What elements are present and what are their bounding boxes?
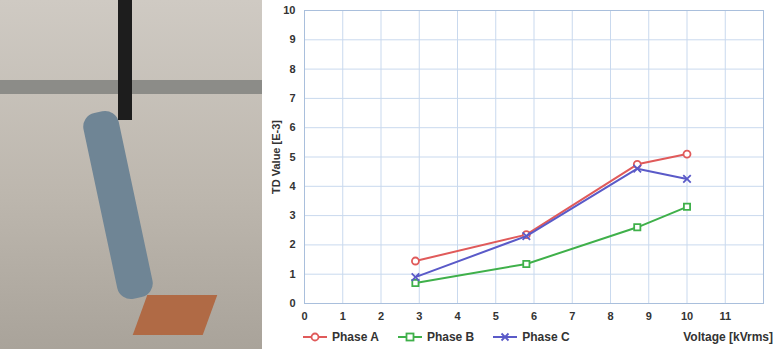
svg-text:10: 10: [681, 310, 693, 322]
svg-text:9: 9: [646, 310, 652, 322]
svg-text:7: 7: [569, 310, 575, 322]
svg-text:11: 11: [719, 310, 731, 322]
svg-text:0: 0: [289, 297, 295, 309]
html-text:Phase B: Phase B: [426, 330, 475, 344]
svg-text:6: 6: [531, 310, 537, 322]
svg-text:5: 5: [493, 310, 499, 322]
svg-text:2: 2: [378, 310, 384, 322]
html-text:Voltage [kVrms]: Voltage [kVrms]: [683, 330, 773, 344]
svg-text:4: 4: [289, 180, 296, 192]
svg-text:10: 10: [283, 4, 295, 16]
svg-text:3: 3: [416, 310, 422, 322]
html-text:Phase A: Phase A: [332, 330, 379, 344]
svg-text:3: 3: [289, 209, 295, 221]
svg-text:2: 2: [289, 238, 295, 250]
svg-text:8: 8: [607, 310, 613, 322]
svg-text:1: 1: [289, 268, 295, 280]
svg-text:9: 9: [289, 33, 295, 45]
svg-text:7: 7: [289, 92, 295, 104]
svg-text:1: 1: [340, 310, 346, 322]
svg-text:8: 8: [289, 63, 295, 75]
svg-text:4: 4: [454, 310, 461, 322]
svg-text:6: 6: [289, 121, 295, 133]
html-text:Phase C: Phase C: [522, 330, 570, 344]
svg-text:TD Value [E-3]: TD Value [E-3]: [270, 120, 282, 194]
svg-text:5: 5: [289, 151, 295, 163]
svg-text:0: 0: [301, 310, 307, 322]
